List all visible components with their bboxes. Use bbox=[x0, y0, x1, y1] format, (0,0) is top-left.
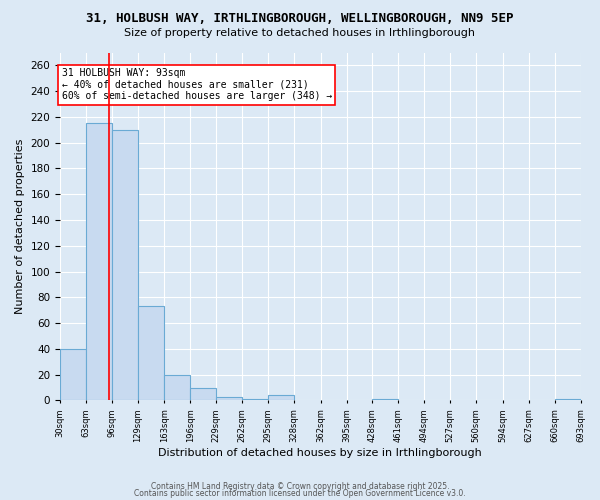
Bar bbox=[138, 306, 164, 400]
Bar bbox=[554, 399, 581, 400]
Bar bbox=[216, 396, 242, 400]
Text: 31 HOLBUSH WAY: 93sqm
← 40% of detached houses are smaller (231)
60% of semi-det: 31 HOLBUSH WAY: 93sqm ← 40% of detached … bbox=[62, 68, 332, 101]
Bar bbox=[112, 130, 138, 400]
X-axis label: Distribution of detached houses by size in Irthlingborough: Distribution of detached houses by size … bbox=[158, 448, 482, 458]
Bar bbox=[373, 399, 398, 400]
Bar bbox=[60, 349, 86, 401]
Text: Size of property relative to detached houses in Irthlingborough: Size of property relative to detached ho… bbox=[125, 28, 476, 38]
Bar bbox=[190, 388, 216, 400]
Bar bbox=[268, 396, 294, 400]
Bar bbox=[86, 124, 112, 400]
Bar bbox=[164, 374, 190, 400]
Bar bbox=[242, 399, 268, 400]
Text: 31, HOLBUSH WAY, IRTHLINGBOROUGH, WELLINGBOROUGH, NN9 5EP: 31, HOLBUSH WAY, IRTHLINGBOROUGH, WELLIN… bbox=[86, 12, 514, 26]
Y-axis label: Number of detached properties: Number of detached properties bbox=[15, 139, 25, 314]
Text: Contains HM Land Registry data © Crown copyright and database right 2025.: Contains HM Land Registry data © Crown c… bbox=[151, 482, 449, 491]
Text: Contains public sector information licensed under the Open Government Licence v3: Contains public sector information licen… bbox=[134, 488, 466, 498]
